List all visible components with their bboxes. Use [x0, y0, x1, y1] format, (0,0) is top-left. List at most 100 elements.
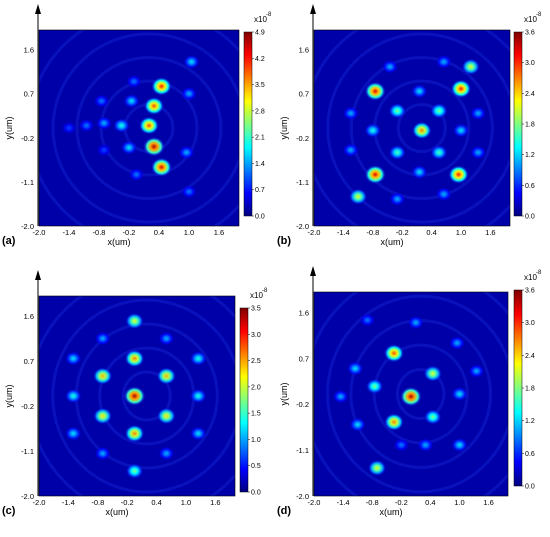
colorbar-exponent-power: -8 [536, 12, 542, 18]
colorbar-tick-label: 4.2 [255, 56, 265, 63]
y-axis-label: y(um) [4, 385, 14, 408]
intensity-spot [143, 136, 165, 157]
intensity-spot [436, 187, 452, 201]
x-tick-label: -0.8 [366, 498, 379, 507]
intensity-spot [190, 389, 207, 403]
plot-frame [38, 295, 236, 497]
x-tick-label: 1.6 [214, 228, 224, 237]
x-tick-label: -1.4 [337, 498, 350, 507]
intensity-spot [364, 123, 381, 138]
intensity-spot [368, 459, 387, 476]
x-tick-label: -2.0 [308, 228, 321, 237]
x-tick-label: 1.0 [181, 498, 191, 507]
x-tick-label: 1.0 [454, 498, 464, 507]
y-axis-arrow-icon [35, 270, 41, 280]
intensity-spot [333, 390, 349, 404]
colorbar-tick-label: 3.5 [255, 82, 265, 89]
colorbar-tick-label: 0.0 [251, 490, 261, 497]
colorbar-tick-label: 1.2 [525, 152, 535, 159]
x-tick-label: -0.8 [366, 228, 379, 237]
intensity-spot [364, 81, 386, 101]
x-tick-label: -0.2 [395, 498, 408, 507]
intensity-spot [424, 409, 442, 425]
colorbar [513, 289, 523, 487]
y-axis-arrow-icon [35, 4, 41, 14]
panel-label: (b) [277, 235, 291, 247]
panel-label: (a) [2, 235, 16, 247]
x-tick-label: 0.4 [426, 228, 436, 237]
y-tick-label: -0.2 [296, 400, 309, 409]
y-tick-label: -1.1 [296, 446, 309, 455]
colorbar-tick-label: 2.4 [525, 91, 535, 98]
intensity-spot [343, 106, 359, 120]
x-tick-label: -2.0 [33, 498, 46, 507]
intensity-spot [125, 313, 144, 329]
colorbar-exponent-base: x10 [524, 273, 537, 282]
intensity-spot [126, 463, 144, 479]
intensity-spot [349, 188, 368, 205]
x-tick-label: -2.0 [308, 498, 321, 507]
intensity-spot [384, 413, 404, 431]
intensity-spot [451, 387, 468, 401]
colorbar [243, 31, 253, 217]
x-tick-label: -0.2 [396, 228, 409, 237]
background-ring [51, 298, 235, 494]
colorbar-tick-label: 1.0 [251, 437, 261, 444]
intensity-spot [451, 438, 468, 452]
intensity-spot [179, 146, 194, 159]
colorbar-tick-label: 1.8 [525, 122, 535, 129]
colorbar-tick-label: 2.0 [251, 384, 261, 391]
intensity-spot [62, 122, 76, 134]
x-tick-label: -0.8 [93, 228, 106, 237]
intensity-spot [394, 438, 409, 452]
colorbar-exponent-power: -8 [262, 288, 268, 294]
y-tick-label: -2.0 [296, 222, 309, 231]
x-tick-label: -0.2 [123, 228, 136, 237]
x-tick-label: 0.4 [151, 498, 161, 507]
x-tick-label: 1.6 [485, 228, 495, 237]
x-axis-label: x(um) [108, 237, 131, 247]
colorbar-tick-label: 0.6 [525, 183, 535, 190]
colorbar-tick-label: 3.0 [525, 60, 535, 67]
y-tick-label: -1.1 [21, 447, 34, 456]
intensity-spot [449, 336, 465, 350]
heatmap-d [314, 292, 508, 496]
colorbar-exponent-base: x10 [250, 291, 263, 300]
intensity-spot [412, 121, 432, 140]
x-tick-label: -1.4 [63, 228, 76, 237]
y-tick-label: -2.0 [21, 492, 34, 501]
intensity-spot [411, 84, 428, 98]
x-tick-label: -1.4 [337, 228, 350, 237]
colorbar-tick-label: 0.0 [525, 214, 535, 221]
colorbar-tick-label: 0.0 [255, 214, 265, 221]
intensity-spot [382, 60, 398, 74]
background-ring [349, 55, 494, 201]
intensity-spot [453, 123, 469, 138]
y-tick-label: -0.2 [296, 134, 309, 143]
background-ring [326, 32, 510, 224]
colorbar-exponent-power: -8 [536, 270, 542, 276]
intensity-spot [124, 349, 145, 368]
y-tick-label: -0.2 [21, 402, 34, 411]
y-tick-label: 1.6 [24, 46, 34, 55]
colorbar-tick-label: 2.1 [255, 135, 265, 142]
intensity-spot [349, 417, 366, 432]
y-tick-label: 0.7 [299, 90, 309, 99]
intensity-spot [461, 58, 480, 75]
intensity-spot [158, 332, 174, 345]
intensity-spot [360, 313, 375, 327]
y-tick-label: 1.6 [299, 308, 309, 317]
intensity-spot [389, 145, 406, 160]
x-tick-label: -0.8 [91, 498, 104, 507]
y-axis-label: y(um) [279, 117, 289, 140]
intensity-spot [151, 77, 172, 96]
colorbar-exponent-base: x10 [524, 15, 537, 24]
intensity-spot [93, 407, 112, 425]
intensity-spot [97, 144, 111, 157]
intensity-spot [364, 165, 386, 185]
colorbar-tick-label: 0.0 [525, 484, 535, 491]
colorbar-exponent-base: x10 [254, 15, 267, 24]
colorbar-exponent-power: -8 [266, 12, 272, 18]
colorbar-tick-label: 1.4 [255, 161, 265, 168]
colorbar [513, 31, 523, 217]
